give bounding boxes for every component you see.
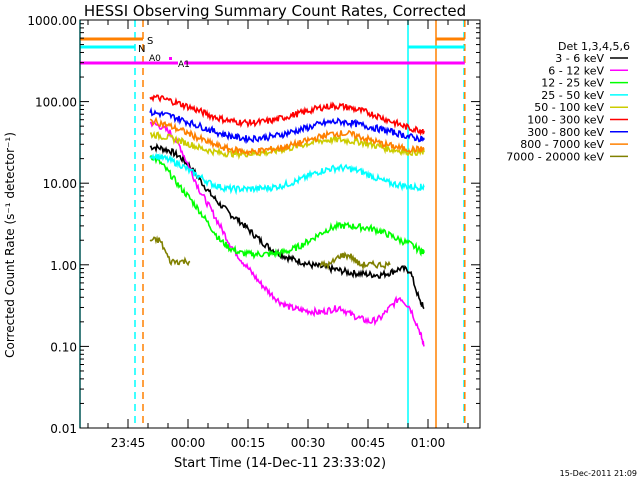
series-line [149, 235, 191, 267]
flag-dot [169, 57, 172, 60]
legend-label: 300 - 800 keV [527, 126, 604, 139]
legend-label: 3 - 6 keV [555, 52, 604, 65]
legend-label: 100 - 300 keV [527, 114, 604, 127]
x-tick-label: 00:00 [171, 436, 206, 450]
flag-bars: SN A0 A1 [80, 36, 465, 70]
series-line [149, 120, 425, 347]
legend-label: 800 - 7000 keV [520, 138, 604, 151]
series-line [149, 116, 425, 157]
legend-title: Det 1,3,4,5,6 [558, 40, 630, 53]
x-tick-label: 00:15 [231, 436, 266, 450]
y-axis-label: Corrected Count Rate (s⁻¹ detector⁻¹) [3, 132, 17, 358]
series-line [149, 106, 425, 144]
x-tick-label: 01:00 [411, 436, 446, 450]
legend-label: 6 - 12 keV [548, 64, 604, 77]
y-tick-label: 10.00 [43, 177, 77, 191]
series-line [149, 152, 425, 196]
x-tick-label: 23:45 [111, 436, 146, 450]
plot-frame [79, 19, 481, 429]
series-line [319, 251, 391, 271]
x-tick-label: 00:30 [291, 436, 326, 450]
y-tick-label: 1.00 [50, 259, 77, 273]
y-tick-label: 100.00 [35, 96, 77, 110]
flag-label-n: N [138, 44, 145, 55]
y-tick-label: 0.10 [50, 340, 77, 354]
series-lines [149, 94, 425, 347]
axes: 1000.00 100.00 10.00 1.00 0.10 0.01 23:45 00:00… [27, 14, 481, 450]
series-line [149, 154, 425, 260]
legend-label: 50 - 100 keV [534, 101, 604, 114]
flag-label-a0: A0 [149, 54, 161, 64]
y-tick-label: 1000.00 [27, 14, 77, 28]
vertical-markers [79, 20, 466, 428]
x-axis-label: Start Time (14-Dec-11 23:33:02) [174, 456, 386, 471]
y-tick-label: 0.01 [50, 422, 77, 436]
series-line [149, 130, 425, 161]
legend-label: 25 - 50 keV [541, 89, 604, 102]
legend-label: 7000 - 20000 keV [506, 150, 604, 163]
flag-label-s: S [147, 36, 153, 47]
chart-title: HESSI Observing Summary Count Rates, Cor… [84, 2, 466, 20]
flag-label-a1: A1 [178, 60, 190, 70]
x-tick-label: 00:45 [351, 436, 386, 450]
series-line [149, 94, 425, 137]
footer-timestamp: 15-Dec-2011 21:09 [560, 469, 637, 478]
legend-label: 12 - 25 keV [541, 77, 604, 90]
